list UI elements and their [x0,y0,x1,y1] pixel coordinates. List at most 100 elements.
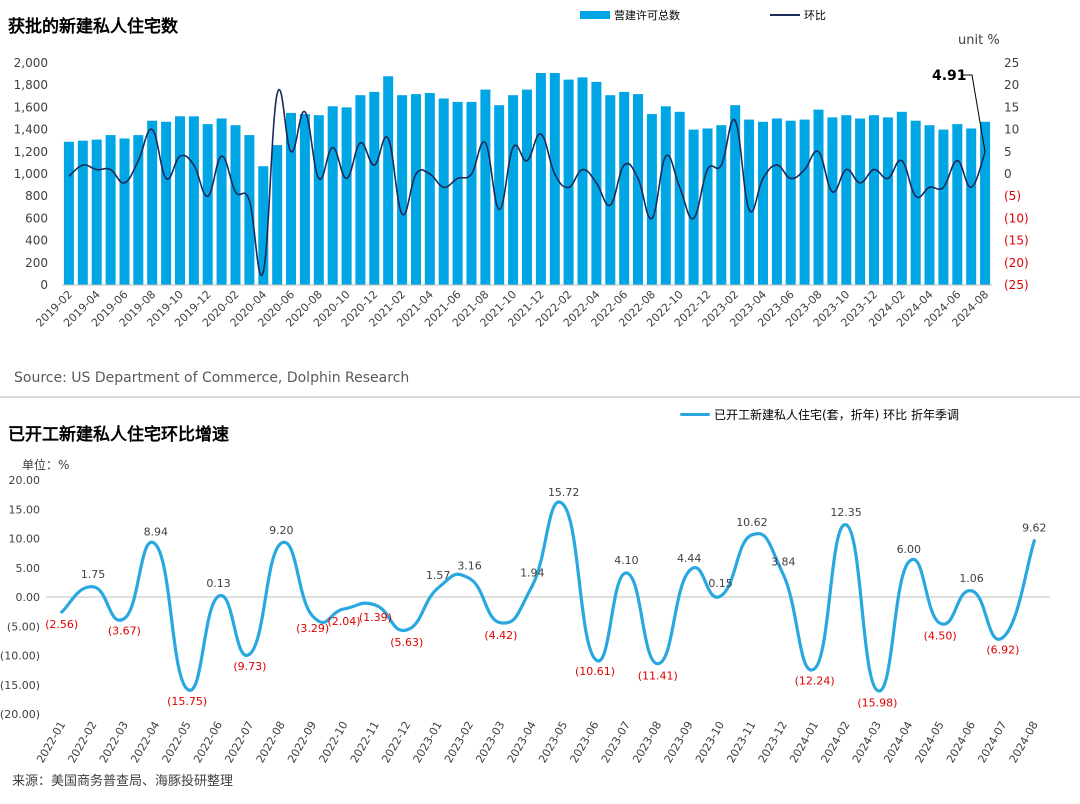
right-y-tick-label: 20 [1004,78,1019,92]
x-tick-label: 2023-09 [662,719,696,765]
left-y-tick-label: 1,600 [14,100,48,114]
permit-bar [938,129,949,285]
x-tick-label: 2023-05 [536,719,570,765]
data-label: 0.13 [206,577,231,590]
x-tick-label: 2022-07 [222,719,256,765]
permit-bar [910,120,921,285]
starts-chart-panel: 已开工新建私人住宅环比增速 已开工新建私人住宅(套，折年) 环比 折年季调 单位… [0,398,1080,804]
x-tick-label: 2022-12 [379,719,413,765]
mom-line [68,89,986,277]
data-label: 1.75 [81,568,106,581]
left-y-tick-label: 1,400 [14,123,48,137]
annotation-leader [962,74,986,153]
permit-bar [369,91,380,286]
x-tick-label: 2023-08 [630,719,664,765]
permit-bar [716,125,727,285]
data-label: 4.10 [614,554,639,567]
data-label: (15.75) [167,695,207,708]
y-tick-label: 5.00 [16,562,41,575]
permit-bar [744,119,755,285]
permit-bar [119,138,130,285]
permit-bar [355,95,366,285]
permit-bar [411,94,421,285]
right-y-tick-label: (15) [1004,234,1029,248]
right-y-tick-label: (5) [1004,189,1021,203]
data-label: 4.44 [677,552,702,565]
data-label: 8.94 [144,526,169,539]
starts-chart-title: 已开工新建私人住宅环比增速 [8,425,229,445]
y-tick-label: (5.00) [7,620,40,633]
permit-bar [341,107,352,286]
x-tick-label: 2022-02 [65,719,99,765]
left-y-tick-label: 0 [40,278,48,292]
data-label: 9.20 [269,524,294,537]
permits-chart-svg: 2,000 1,800 1,600 1,400 1,200 1,000 800 600 400 2… [14,56,1029,330]
permit-bar [133,135,144,285]
permits-chart-title: 获批的新建私人住宅数 [8,17,178,37]
legend-line-swatch [770,14,800,16]
x-tick-label: 2024-06 [944,719,978,765]
permit-bar [758,121,768,285]
right-y-tick-label: (10) [1004,211,1029,225]
right-y-tick-label: 10 [1004,123,1019,137]
data-label: (2.56) [45,618,78,631]
permit-bar [577,77,588,286]
permits-chart-panel: 获批的新建私人住宅数 营建许可总数 环比 unit % 2,000 1,800 1,… [0,0,1080,396]
y-tick-label: 10.00 [9,533,41,546]
permit-bar [980,121,991,285]
permits-legend-line: 环比 [770,7,826,23]
left-y-tick-label: 600 [25,211,48,225]
permit-bar [646,114,657,285]
permit-bar [424,93,435,285]
data-label: (6.92) [986,643,1019,656]
right-y-tick-label: (25) [1004,278,1029,292]
permit-bar [896,111,907,285]
permit-bar [785,120,796,285]
permit-bar [230,125,241,285]
permit-bar [466,101,477,286]
permit-bar [522,89,532,285]
starts-mom-line [60,500,1036,693]
permit-bar [813,109,824,285]
permit-bar [327,106,338,285]
data-label: 3.84 [771,556,796,569]
permit-bar [827,117,838,286]
x-tick-label: 2022-06 [191,719,225,765]
y-tick-label: (10.00) [0,650,40,663]
permit-bar [688,129,699,285]
x-tick-label: 2023-10 [693,719,727,765]
permit-bar [966,128,977,285]
x-tick-label: 2024-07 [975,719,1009,765]
permit-bar [924,125,935,285]
data-label: (4.42) [484,629,517,642]
legend-bar-label: 营建许可总数 [614,9,680,22]
panel-divider [0,396,1080,398]
x-tick-label: 2023-06 [567,719,601,765]
data-label: (4.50) [924,629,957,642]
permits-right-unit: unit % [958,33,1000,48]
permit-bar [188,116,199,285]
permit-bar [452,101,463,286]
x-tick-label: 2024-08 [1007,719,1041,765]
permit-bar [313,115,324,285]
permit-bar [299,114,310,285]
permit-bar [494,105,505,285]
starts-chart-svg: 20.00 15.00 10.00 5.00 0.00 (5.00) (10.00) (15.… [0,474,1050,765]
starts-legend-label: 已开工新建私人住宅(套，折年) 环比 折年季调 [714,408,959,422]
left-y-tick-label: 1,000 [14,167,48,181]
data-label: 0.15 [708,577,733,590]
data-label: 1.57 [426,569,451,582]
data-label: 15.72 [548,486,580,499]
x-tick-label: 2022-05 [160,719,194,765]
x-tick-label: 2023-11 [724,719,758,765]
left-y-tick-label: 800 [25,189,48,203]
x-tick-label: 2024-03 [850,719,884,765]
data-label: 12.35 [830,506,862,519]
x-tick-label: 2023-07 [599,719,633,765]
data-label: (10.61) [575,665,615,678]
data-label: (2.04) [328,615,361,628]
x-tick-label: 2022-08 [254,719,288,765]
x-tick-label: 2023-12 [756,719,790,765]
permit-bar [730,105,741,285]
data-label: (3.29) [296,622,329,635]
